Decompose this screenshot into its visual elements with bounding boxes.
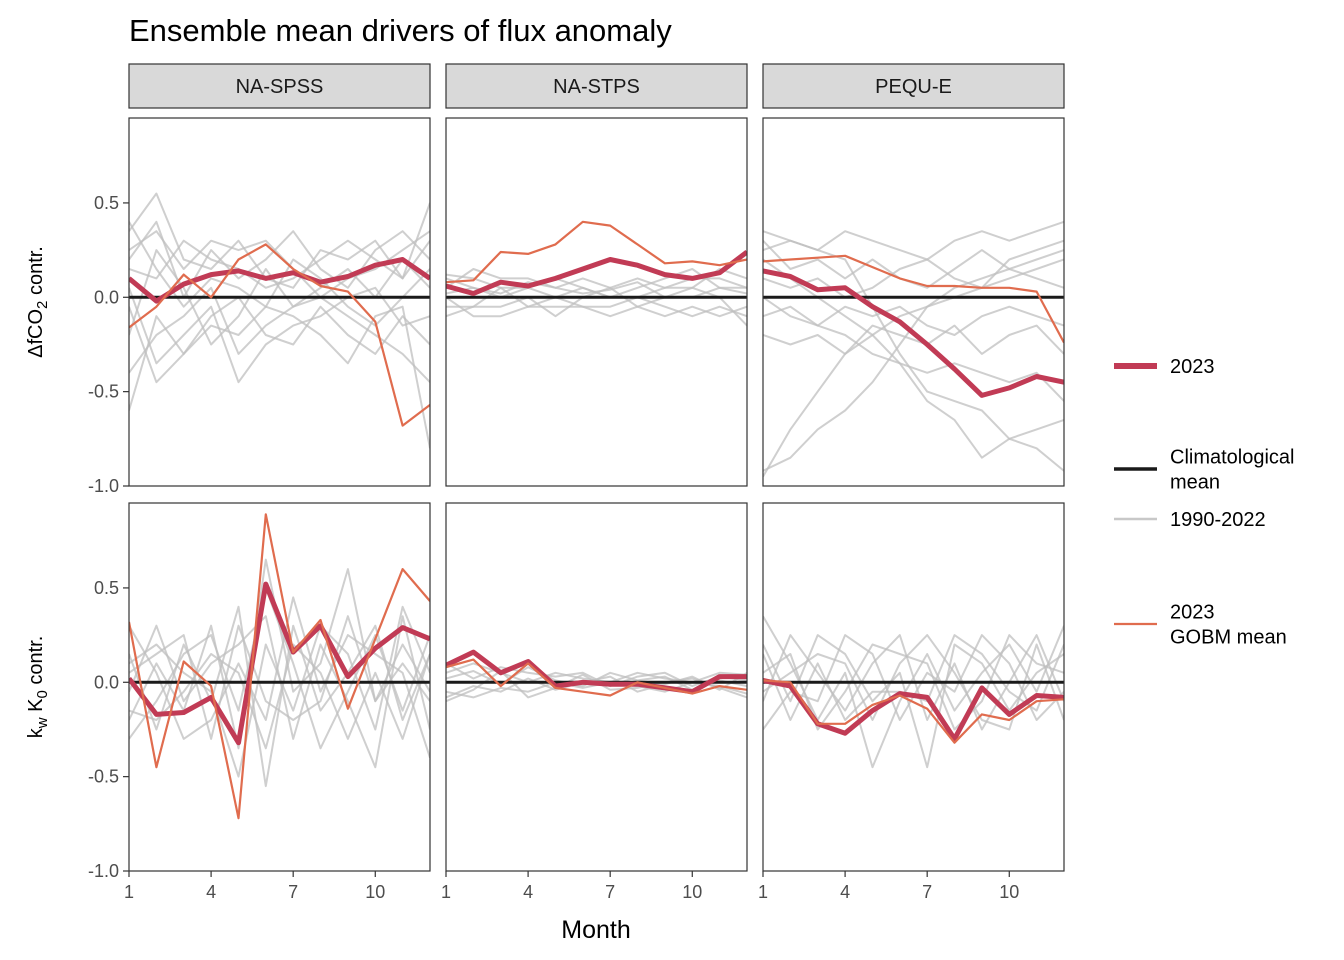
line-2023-gobm-mean [446, 220, 747, 284]
y-axis-title-part: ΔfCO [25, 309, 47, 358]
x-tick-label: 7 [288, 882, 298, 902]
facet-strip-label: NA-SPSS [236, 76, 324, 98]
history-line [446, 296, 747, 318]
line-2023 [763, 268, 1064, 398]
y-axis-title-subscript: 0 [34, 690, 51, 698]
line-2023 [129, 581, 430, 746]
legend-label: 1990-2022 [1170, 509, 1266, 531]
x-tick-label: 7 [922, 882, 932, 902]
y-tick-label: -0.5 [88, 767, 119, 787]
history-line [129, 643, 430, 750]
history-line [129, 615, 430, 740]
y-axis-title: kw K0 contr. [25, 636, 51, 739]
x-tick-label: 7 [605, 882, 615, 902]
facet-strip-label: NA-STPS [553, 76, 640, 98]
panel-border [445, 117, 748, 487]
panel-0-2 [763, 220, 1064, 478]
history-line [763, 634, 1064, 731]
history-line [129, 596, 430, 759]
history-line [763, 239, 1064, 299]
history-line [763, 324, 1064, 355]
y-axis-title-part: contr. [25, 636, 47, 690]
history-line [446, 286, 747, 318]
y-tick-label: 0.0 [94, 287, 119, 307]
y-axis-title-part: contr. [25, 246, 47, 300]
y-tick-label: 0.5 [94, 578, 119, 598]
x-tick-label: 4 [840, 882, 850, 902]
history-line [763, 258, 1064, 478]
panel-border [762, 502, 1065, 872]
history-line [129, 605, 430, 778]
y-tick-label: -1.0 [88, 861, 119, 881]
y-tick-label: 0.5 [94, 193, 119, 213]
panel-grid: NA-SPSS NA-STPS PEQU-E -1.0 -0.5 0.0 0.5 -1.0 -0… [25, 63, 1065, 902]
panel-0-1 [446, 220, 747, 327]
y-axis-title: ΔfCO2 contr. [25, 246, 51, 358]
x-tick-label: 1 [758, 882, 768, 902]
history-line [129, 305, 430, 449]
x-tick-label: 4 [206, 882, 216, 902]
panel-border [128, 502, 431, 872]
facet-strip-label: PEQU-E [875, 76, 952, 98]
x-tick-label: 1 [124, 882, 134, 902]
history-line [763, 615, 1064, 769]
x-axis-title: Month [561, 916, 630, 944]
line-2023 [446, 250, 747, 296]
panel-0-0 [129, 192, 430, 449]
panel-border [128, 117, 431, 487]
y-axis-title-part: K [25, 698, 47, 718]
facet-strip [762, 63, 1065, 109]
x-tick-label: 10 [682, 882, 702, 902]
legend: 2023 Climatological mean 1990-2022 2023 GOBM … [1114, 356, 1295, 649]
y-axis-title-part: k [25, 727, 47, 738]
history-line [129, 605, 430, 788]
history-line [763, 296, 1064, 402]
line-2023 [446, 649, 747, 695]
legend-label: Climatological [1170, 447, 1295, 469]
x-tick-label: 10 [999, 882, 1019, 902]
history-line [763, 249, 1064, 472]
history-line [763, 305, 1064, 336]
history-line [129, 286, 430, 384]
y-tick-label: 0.0 [94, 672, 119, 692]
panel-border [762, 117, 1065, 487]
x-tick-label: 1 [441, 882, 451, 902]
y-axis-title-subscript: 2 [34, 301, 51, 309]
facet-strip [128, 63, 431, 109]
legend-label: 2023 [1170, 356, 1215, 378]
history-line [763, 258, 1064, 459]
x-tick-label: 10 [365, 882, 385, 902]
line-2023-gobm-mean [446, 658, 747, 697]
legend-label: mean [1170, 472, 1220, 494]
legend-label: 2023 [1170, 602, 1215, 624]
line-2023-gobm-mean [763, 679, 1064, 744]
facet-strip [445, 63, 748, 109]
line-2023 [129, 257, 430, 304]
history-line [129, 221, 430, 327]
y-axis-title-subscript: w [34, 717, 51, 729]
line-2023-gobm-mean [129, 243, 430, 427]
panel-1-1 [446, 649, 747, 703]
history-line [446, 268, 747, 289]
line-2023-gobm-mean [763, 254, 1064, 344]
legend-label: GOBM mean [1170, 627, 1287, 649]
panel-border [445, 502, 748, 872]
history-line [763, 220, 1064, 261]
y-tick-label: -1.0 [88, 476, 119, 496]
x-tick-label: 4 [523, 882, 533, 902]
y-tick-label: -0.5 [88, 382, 119, 402]
history-line [763, 634, 1064, 769]
history-line [446, 281, 747, 299]
history-line [129, 296, 430, 384]
line-2023-gobm-mean [129, 513, 430, 820]
chart-title: Ensemble mean drivers of flux anomaly [129, 13, 672, 48]
panel-1-2 [763, 615, 1064, 769]
panel-1-0 [129, 513, 430, 820]
